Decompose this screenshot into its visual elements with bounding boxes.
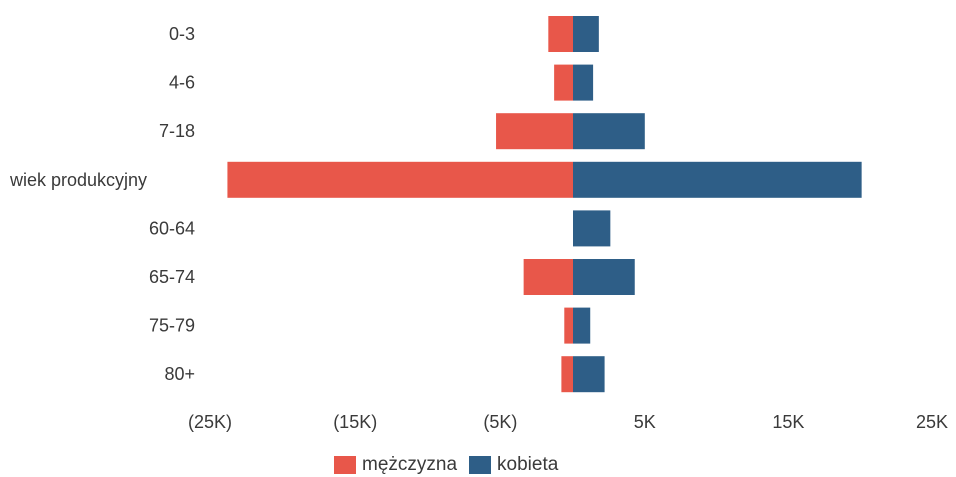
legend-label-female: kobieta (497, 454, 559, 475)
bar-male[interactable] (564, 307, 573, 344)
bar-male[interactable] (227, 161, 573, 198)
bar-female[interactable] (573, 259, 635, 295)
bar-male[interactable] (554, 64, 573, 101)
bar-male[interactable] (548, 16, 573, 52)
category-label: 0-3 (169, 24, 195, 44)
category-labels: 0-3 4-6 7-18 wiek produkcyjny 60-64 65-74 75-7… (9, 24, 195, 384)
category-label: wiek produkcyjny (9, 170, 147, 190)
x-tick-label: 25K (916, 412, 948, 432)
x-axis-tick-labels: (25K) (15K) (5K) 5K 15K 25K (188, 412, 948, 432)
category-label: 75-79 (149, 316, 195, 336)
bar-male[interactable] (561, 356, 573, 393)
bars (227, 16, 862, 393)
legend: mężczyzna kobieta (334, 454, 558, 476)
bar-female[interactable] (573, 307, 591, 344)
legend-swatch-female (469, 456, 492, 474)
category-label: 7-18 (159, 121, 195, 141)
x-tick-label: (25K) (188, 412, 232, 432)
category-label: 80+ (164, 364, 195, 384)
legend-label-male: mężczyzna (362, 454, 458, 475)
bar-female[interactable] (573, 210, 611, 247)
bar-female[interactable] (573, 356, 605, 393)
legend-swatch-male (334, 456, 356, 474)
x-tick-label: 5K (634, 412, 656, 432)
bar-female[interactable] (573, 64, 594, 101)
bar-male[interactable] (496, 113, 573, 150)
bar-male[interactable] (523, 259, 573, 295)
x-tick-label: (5K) (483, 412, 517, 432)
bar-female[interactable] (573, 161, 862, 198)
legend-item-female[interactable]: kobieta (469, 454, 558, 476)
category-label: 60-64 (149, 218, 195, 238)
bar-female[interactable] (573, 113, 645, 150)
category-label: 65-74 (149, 267, 195, 287)
legend-item-male[interactable]: mężczyzna (334, 454, 457, 476)
category-label: 4-6 (169, 73, 195, 93)
x-tick-label: (15K) (333, 412, 377, 432)
x-tick-label: 15K (772, 412, 804, 432)
bar-female[interactable] (573, 16, 599, 52)
